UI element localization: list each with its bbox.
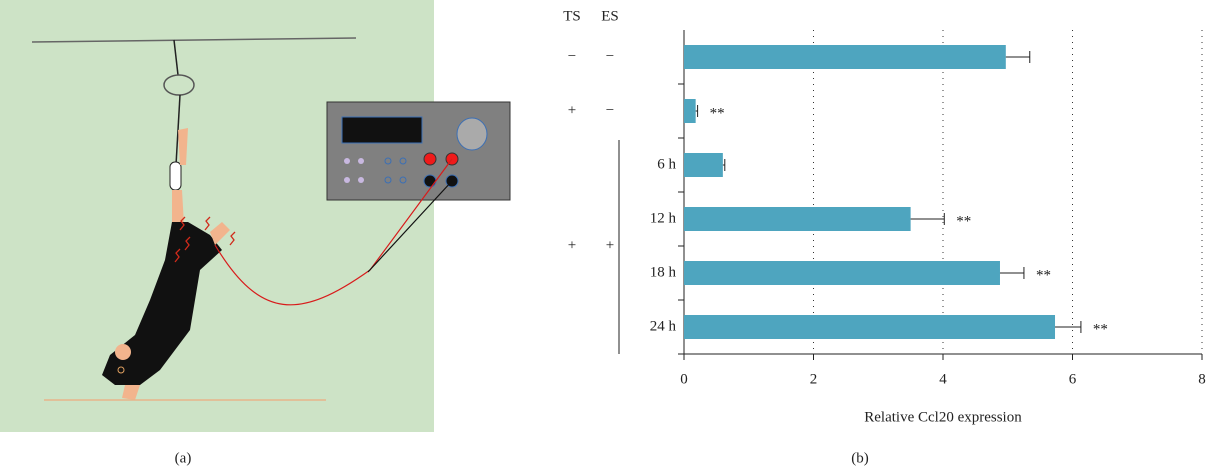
mouse-ear bbox=[115, 344, 131, 360]
y-tick-label: 18 h bbox=[650, 264, 677, 280]
x-tick-label: 4 bbox=[939, 371, 947, 387]
es-label: − bbox=[606, 102, 614, 118]
y-tick-label: 6 h bbox=[657, 156, 676, 172]
es-label: − bbox=[606, 48, 614, 64]
significance-label: ** bbox=[1093, 321, 1108, 337]
bar bbox=[684, 153, 723, 177]
significance-label: ** bbox=[1036, 267, 1051, 283]
column-header: ES bbox=[601, 8, 619, 24]
bar bbox=[684, 261, 1000, 285]
display bbox=[342, 117, 422, 143]
dial bbox=[457, 118, 487, 150]
significance-label: ** bbox=[956, 213, 971, 229]
x-axis-title: Relative Ccl20 expression bbox=[864, 409, 1022, 425]
x-tick-label: 2 bbox=[810, 371, 818, 387]
column-header: TS bbox=[563, 8, 581, 24]
ts-label: + bbox=[568, 102, 576, 118]
y-tick-label: 12 h bbox=[650, 210, 677, 226]
x-tick-label: 0 bbox=[680, 371, 688, 387]
ts-label: − bbox=[568, 48, 576, 64]
tape bbox=[170, 162, 181, 190]
significance-label: ** bbox=[710, 105, 725, 121]
x-tick-label: 8 bbox=[1198, 371, 1206, 387]
figure: (a) (b) TS ES Relative Ccl20 expression … bbox=[0, 0, 1213, 473]
page: (a) (b) TS ES Relative Ccl20 expression … bbox=[0, 0, 1213, 473]
terminal bbox=[424, 153, 436, 165]
bar bbox=[684, 207, 911, 231]
bar bbox=[684, 315, 1055, 339]
caption: (b) bbox=[851, 450, 869, 466]
caption: (a) bbox=[175, 450, 192, 466]
bar bbox=[684, 45, 1006, 69]
bar bbox=[684, 99, 696, 123]
panel-background bbox=[0, 0, 434, 432]
es-label: + bbox=[606, 237, 614, 253]
illustration bbox=[0, 0, 510, 432]
x-tick-label: 6 bbox=[1069, 371, 1077, 387]
terminal bbox=[424, 175, 436, 187]
ts-label: + bbox=[568, 237, 576, 253]
y-tick-label: 24 h bbox=[650, 318, 677, 334]
